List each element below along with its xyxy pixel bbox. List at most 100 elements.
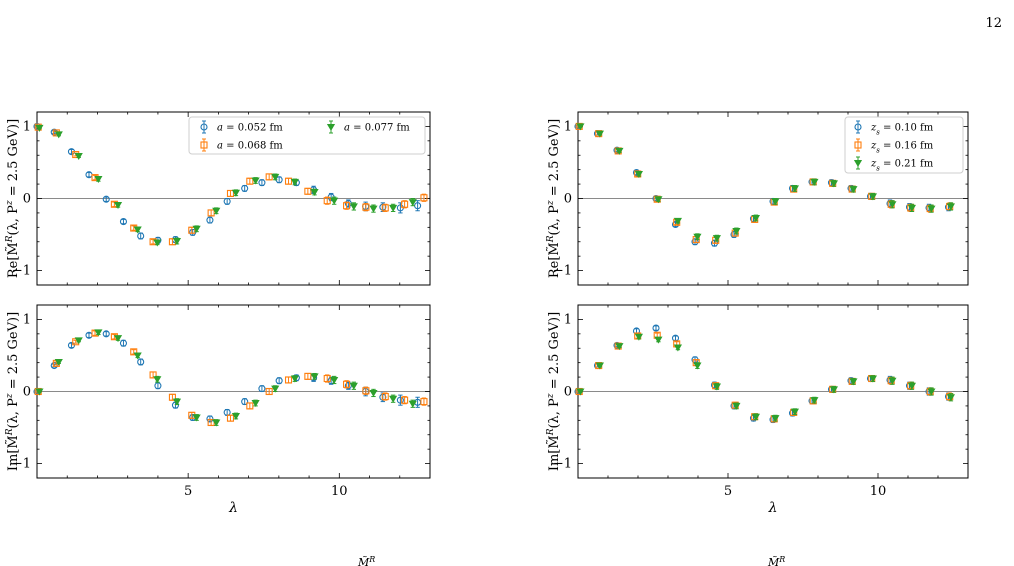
data-point <box>615 343 624 351</box>
data-point <box>849 378 858 386</box>
y-tick-label: 1 <box>564 119 572 134</box>
data-point <box>113 201 123 209</box>
x-tick-label: 5 <box>184 484 192 499</box>
data-point <box>113 335 123 343</box>
data-point <box>790 408 799 416</box>
data-point <box>275 377 283 385</box>
data-point <box>381 204 389 212</box>
data-point <box>323 374 331 383</box>
data-point <box>265 387 273 396</box>
x-tick-label: 10 <box>331 484 348 499</box>
y-axis-label: Im[M̃R(λ, Pz = 2.5 GeV)] <box>546 312 562 471</box>
legend-marker <box>854 141 862 149</box>
data-point <box>212 419 221 427</box>
data-point <box>369 389 378 397</box>
series-1 <box>574 324 953 424</box>
data-point <box>137 358 145 366</box>
y-tick-label: 0 <box>564 192 572 207</box>
data-point <box>284 177 293 185</box>
data-point <box>119 339 128 347</box>
x-axis-label: λ <box>768 500 778 516</box>
data-point <box>35 388 44 396</box>
data-point <box>258 179 266 187</box>
data-point <box>310 373 319 381</box>
data-point <box>271 385 280 393</box>
data-point <box>172 238 182 246</box>
y-tick-label: 1 <box>564 312 572 327</box>
data-point <box>344 382 352 390</box>
data-point <box>379 393 387 401</box>
data-point <box>634 333 643 341</box>
caption-layer: M̃R M̃R <box>357 555 785 566</box>
data-point <box>67 341 76 349</box>
data-point <box>673 344 682 352</box>
data-point <box>712 235 721 243</box>
legend-label: a = 0.077 fm <box>344 123 410 134</box>
y-axis-label: Re[M̃R(λ, Pz = 2.5 GeV)] <box>546 119 562 278</box>
data-point <box>691 238 699 246</box>
data-point <box>74 337 83 345</box>
data-point <box>130 348 138 356</box>
x-tick-label: 5 <box>724 484 732 499</box>
data-point <box>790 185 799 193</box>
data-point <box>907 204 916 212</box>
panel-right-top: −1 0 1Re[M̃R(λ, Pz = 2.5 GeV)] <box>546 111 969 286</box>
data-point <box>271 173 280 181</box>
data-point <box>251 177 260 185</box>
data-point <box>888 377 897 385</box>
data-point <box>223 197 231 205</box>
data-point <box>927 388 936 396</box>
data-point <box>654 196 663 204</box>
data-point <box>188 226 196 234</box>
data-point <box>810 178 819 186</box>
data-point <box>576 123 585 131</box>
data-point <box>751 214 760 222</box>
data-point <box>304 372 312 380</box>
data-point <box>246 402 254 410</box>
y-tick-label: 0 <box>564 385 572 400</box>
data-point <box>771 415 780 423</box>
data-point <box>284 376 293 384</box>
y-tick-label: −1 <box>553 264 572 279</box>
data-point <box>133 352 142 360</box>
legend-marker <box>200 141 208 149</box>
data-point <box>290 375 299 383</box>
data-point <box>154 382 162 390</box>
data-point <box>732 227 741 235</box>
data-point <box>362 203 370 211</box>
legend-label: zs = 0.10 fm <box>870 123 934 137</box>
legend-label: zs = 0.21 fm <box>870 159 934 173</box>
data-point <box>712 383 721 391</box>
data-point <box>849 186 858 194</box>
legend-label: a = 0.052 fm <box>217 123 283 134</box>
data-point <box>369 205 378 213</box>
data-point <box>946 203 955 211</box>
data-point <box>206 216 214 224</box>
data-point <box>226 414 235 422</box>
data-point <box>54 358 63 366</box>
panel-right-bottom: −1 0 1 5 10 λ Im[M̃R(λ, Pz = 2.5 GeV)] <box>546 304 969 516</box>
y-tick-label: 1 <box>23 119 31 134</box>
data-point <box>241 398 249 406</box>
legends-layer: a = 0.052 fm a = 0.068 fm a = 0.077 fm zs =… <box>188 116 964 174</box>
data-point <box>137 232 145 240</box>
data-point <box>189 228 197 236</box>
series-3 <box>35 124 417 247</box>
data-point <box>751 413 760 421</box>
data-point <box>192 225 201 233</box>
data-point <box>50 361 58 370</box>
data-point <box>576 388 585 396</box>
data-point <box>401 200 409 208</box>
legend-entry: a = 0.052 fm <box>200 120 283 134</box>
data-point <box>149 371 157 379</box>
panel-left-top: −1 0 1Re[M̃R(λ, Pz = 2.5 GeV)] <box>5 111 431 286</box>
data-point <box>810 397 819 405</box>
x-tick-label: 10 <box>870 484 887 499</box>
legend-entry: a = 0.077 fm <box>326 120 410 134</box>
data-point <box>343 202 351 210</box>
data-point <box>401 396 409 404</box>
data-point <box>693 362 702 370</box>
data-point <box>868 193 877 201</box>
